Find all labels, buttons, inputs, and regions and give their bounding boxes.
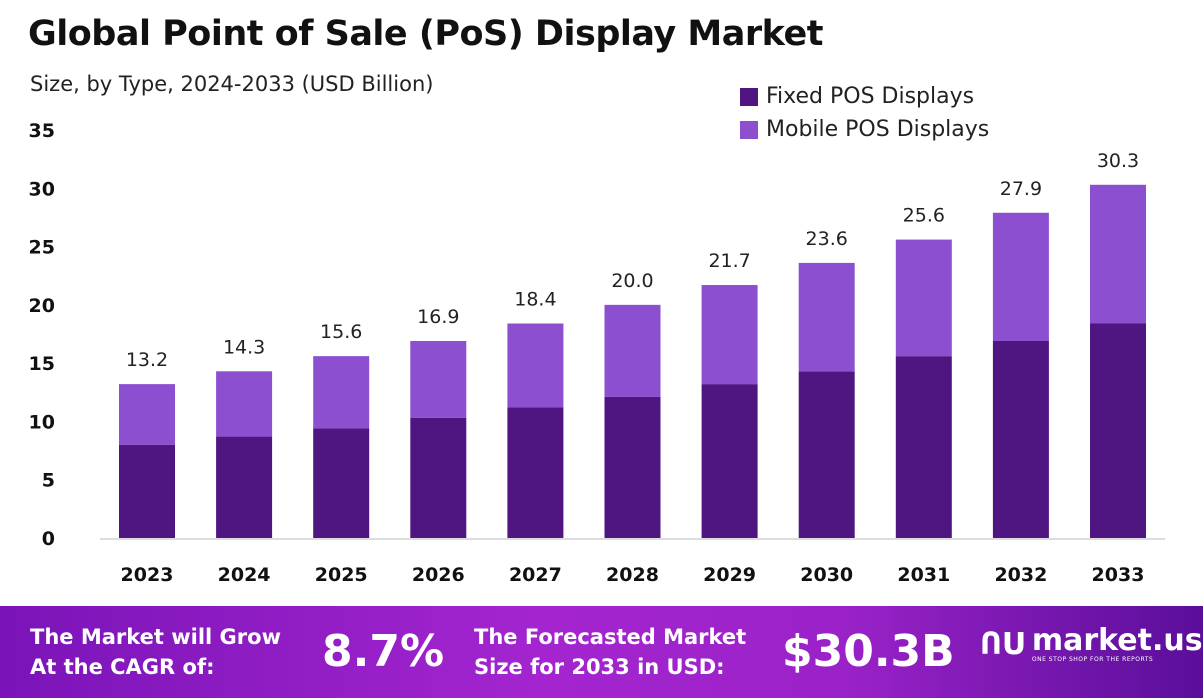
logo-mark-icon: ՈՍ	[980, 627, 1024, 662]
forecast-label-line1: The Forecasted Market	[474, 625, 747, 649]
legend-item-mobile: Mobile POS Displays	[740, 117, 989, 142]
y-tick-label: 10	[29, 411, 55, 433]
bar-mobile-2031	[895, 239, 952, 357]
total-data-label: 13.2	[126, 349, 168, 371]
bar-mobile-2023	[119, 384, 175, 445]
bar-mobile-2024	[216, 371, 273, 437]
forecast-label-line2: Size for 2033 in USD:	[474, 655, 725, 679]
x-tick-label: 2026	[412, 564, 465, 586]
total-data-label: 30.3	[1097, 150, 1139, 172]
bar-mobile-2030	[798, 262, 855, 372]
x-tick-label: 2027	[509, 564, 562, 586]
plot-area: 0510152025303513.2202314.3202415.6202516…	[29, 120, 1165, 586]
total-data-label: 14.3	[223, 336, 265, 358]
cagr-label-line2: At the CAGR of:	[30, 655, 215, 679]
total-data-label: 18.4	[514, 289, 556, 311]
legend-item-fixed: Fixed POS Displays	[740, 84, 974, 109]
x-tick-label: 2032	[994, 564, 1047, 586]
y-tick-label: 20	[29, 295, 55, 317]
y-tick-label: 30	[29, 178, 55, 200]
bar-mobile-2029	[701, 285, 758, 385]
x-tick-label: 2028	[606, 564, 659, 586]
x-tick-label: 2023	[121, 564, 174, 586]
total-data-label: 23.6	[806, 228, 848, 250]
y-tick-label: 25	[29, 237, 55, 259]
summary-banner: The Market will Grow At the CAGR of: 8.7…	[0, 606, 1203, 698]
x-tick-label: 2031	[897, 564, 950, 586]
x-tick-label: 2030	[800, 564, 853, 586]
bar-fixed-2024	[216, 436, 273, 538]
bar-fixed-2027	[507, 407, 564, 538]
bar-fixed-2025	[313, 428, 370, 538]
chart-title: Global Point of Sale (PoS) Display Marke…	[28, 14, 823, 54]
logo-name: market.us	[1031, 623, 1203, 658]
legend-label-mobile: Mobile POS Displays	[766, 117, 990, 142]
forecast-value: $30.3B	[782, 626, 955, 677]
bar-fixed-2023	[119, 444, 175, 538]
bar-fixed-2032	[992, 340, 1049, 538]
bar-mobile-2025	[313, 356, 370, 429]
bar-mobile-2027	[507, 323, 564, 408]
bar-fixed-2031	[895, 356, 952, 538]
x-tick-label: 2024	[218, 564, 271, 586]
logo-tagline: ONE STOP SHOP FOR THE REPORTS	[1031, 656, 1154, 663]
y-tick-label: 0	[42, 528, 55, 550]
y-tick-label: 35	[29, 120, 55, 142]
bar-mobile-2026	[410, 340, 467, 418]
bar-mobile-2033	[1090, 184, 1146, 324]
total-data-label: 25.6	[903, 205, 945, 227]
bar-mobile-2028	[604, 304, 661, 397]
chart-subtitle: Size, by Type, 2024-2033 (USD Billion)	[30, 72, 434, 96]
cagr-label-line1: The Market will Grow	[30, 625, 281, 649]
y-tick-label: 5	[42, 470, 55, 492]
market-us-logo: ՈՍ market.us ONE STOP SHOP FOR THE REPOR…	[980, 623, 1203, 664]
cagr-value: 8.7%	[322, 626, 445, 677]
bar-fixed-2028	[604, 396, 661, 538]
bar-fixed-2030	[798, 371, 855, 538]
total-data-label: 20.0	[611, 270, 653, 292]
bar-fixed-2026	[410, 417, 467, 538]
legend-label-fixed: Fixed POS Displays	[766, 84, 975, 109]
total-data-label: 15.6	[320, 321, 362, 343]
bar-fixed-2033	[1090, 323, 1146, 538]
total-data-label: 21.7	[708, 250, 750, 272]
bar-mobile-2032	[992, 212, 1049, 341]
x-tick-label: 2029	[703, 564, 756, 586]
legend-swatch-mobile	[740, 120, 758, 139]
x-tick-label: 2025	[315, 564, 368, 586]
total-data-label: 16.9	[417, 306, 459, 328]
bar-fixed-2029	[701, 384, 758, 538]
total-data-label: 27.9	[1000, 178, 1042, 200]
legend-swatch-fixed	[740, 87, 758, 106]
x-tick-label: 2033	[1092, 564, 1145, 586]
y-tick-label: 15	[29, 353, 55, 375]
